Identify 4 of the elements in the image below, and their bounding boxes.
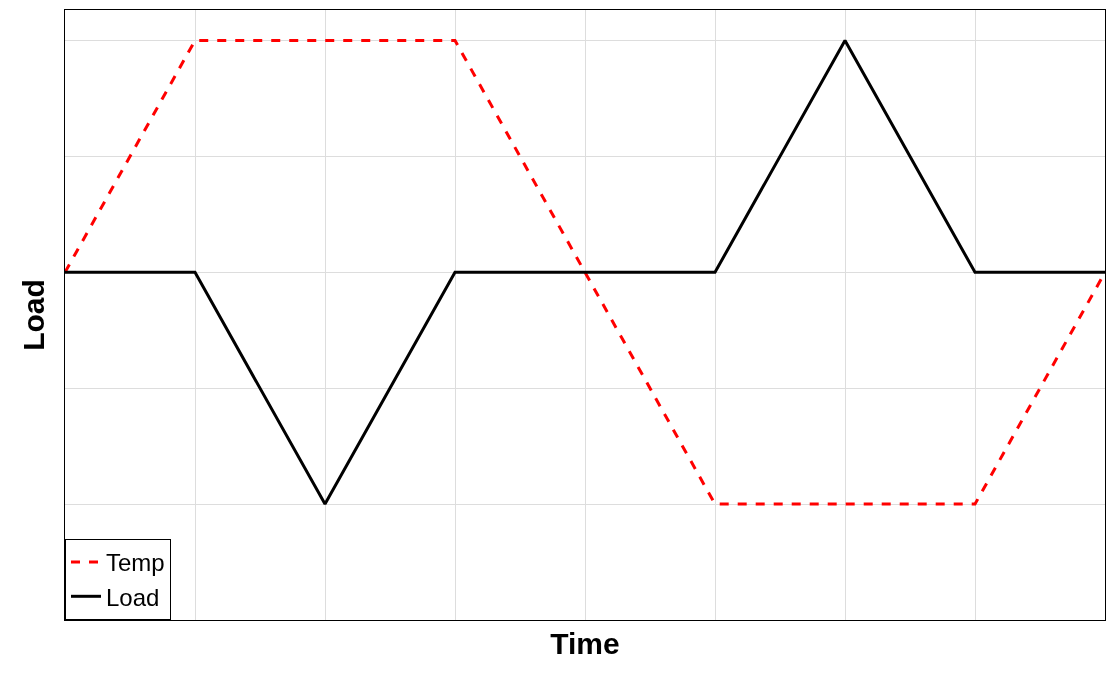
y-axis-title: Load bbox=[17, 279, 50, 351]
legend-label: Load bbox=[106, 583, 160, 611]
x-axis-title: Time bbox=[550, 626, 620, 660]
legend-label: Temp bbox=[106, 549, 165, 577]
